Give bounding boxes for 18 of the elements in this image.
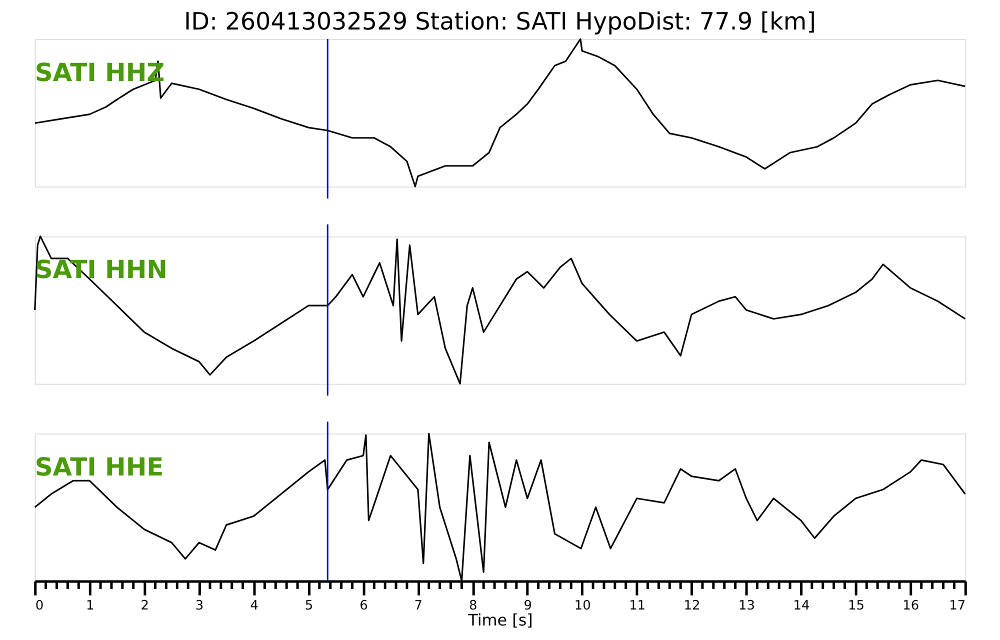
x-tick-label: 13 [738, 598, 755, 614]
x-tick-label: 12 [684, 598, 700, 614]
x-tick-label: 10 [574, 598, 591, 614]
x-tick-label: 5 [304, 598, 314, 614]
x-tick-label: 16 [902, 598, 920, 614]
x-tick-label: 4 [250, 598, 258, 614]
x-tick-label: 7 [414, 598, 423, 614]
chart-title: ID: 260413032529 Station: SATI HypoDist: 77.9 [km] [184, 7, 816, 36]
series-label: SATI HHE [34, 452, 164, 482]
x-tick-label: 11 [629, 598, 646, 614]
x-tick-label: 3 [195, 598, 204, 614]
x-tick-label: 1 [86, 598, 94, 614]
x-tick-label: 17 [949, 598, 966, 614]
x-tick-label: 14 [793, 598, 810, 614]
x-tick-label: 0 [35, 598, 44, 614]
x-tick-label: 2 [140, 598, 149, 614]
x-tick-label: 15 [848, 598, 864, 614]
x-tick-label: 6 [360, 598, 368, 614]
